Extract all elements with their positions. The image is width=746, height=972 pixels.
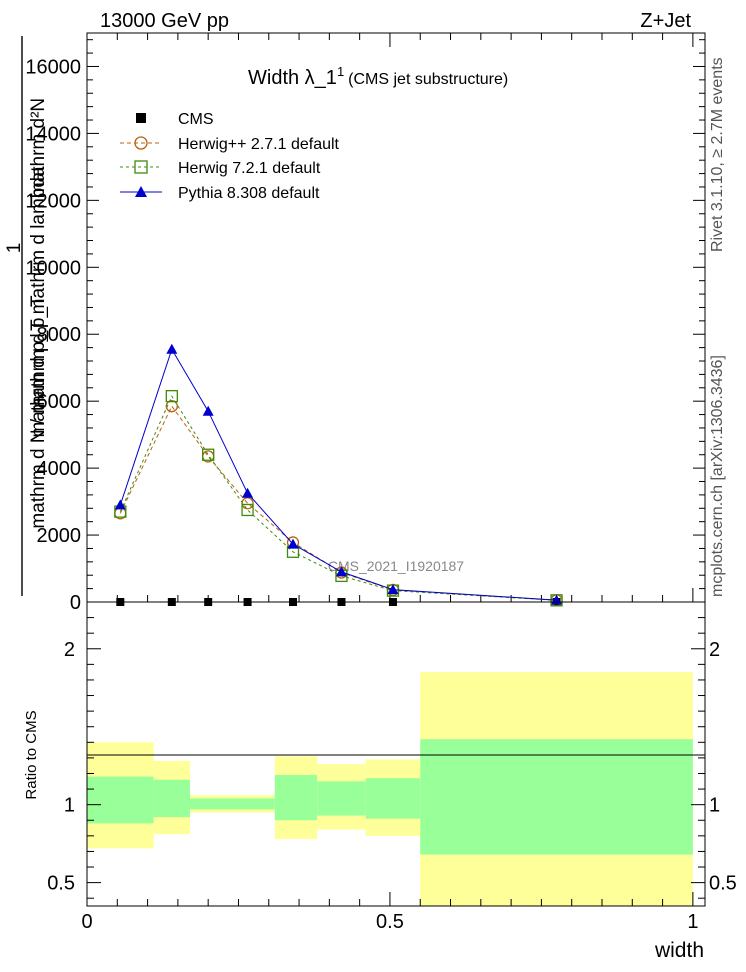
legend-marker — [136, 113, 146, 123]
ratio-x-ticks: 0 0.5 1 — [81, 892, 698, 933]
legend: CMS Herwig++ 2.7.1 default Herwig 7.2.1 de… — [120, 111, 340, 202]
header-right: Z+Jet — [640, 10, 691, 32]
chart-title: Width λ_11 (CMS jet substructure) — [248, 64, 508, 89]
data-point — [202, 448, 215, 461]
mcplots-label: mcplots.cern.ch [arXiv:1306.3436] — [709, 355, 726, 597]
main-y-tick-label: 0 — [70, 592, 81, 614]
main-y-tick-label: 2000 — [37, 525, 82, 547]
y-axis-frac-num: 1 — [4, 243, 25, 254]
data-point — [202, 405, 214, 416]
legend-label: Herwig 7.2.1 default — [178, 160, 321, 177]
legend-label: CMS — [178, 111, 214, 128]
main-y-tick-label: 14000 — [25, 123, 81, 145]
ratio-frame — [86, 601, 706, 907]
rivet-label: Rivet 3.1.10, ≥ 2.7M events — [709, 57, 726, 252]
legend-entry: Herwig 7.2.1 default — [120, 160, 321, 177]
ratio-y-tick-label-right: 2 — [709, 639, 720, 661]
legend-marker — [134, 160, 148, 174]
watermark: CMS_2021_I1920187 — [328, 558, 464, 574]
data-point — [387, 584, 399, 595]
data-point — [335, 566, 347, 577]
ratio-band-inner — [153, 779, 190, 818]
main-y-tick-label: 8000 — [37, 324, 82, 346]
chart-subtitle: (CMS jet substructure) — [348, 71, 508, 88]
data-point — [165, 400, 178, 413]
data-point — [241, 503, 254, 517]
ratio-band-inner — [365, 778, 421, 819]
ratio-panel: 0.5 0.51 12 2 0 0.5 1 Ratio to CMS width — [23, 601, 737, 962]
x-axis-label: width — [654, 939, 704, 962]
ratio-y-tick-label-right: 0.5 — [709, 873, 737, 895]
series-line — [119, 348, 557, 601]
ratio-bands — [87, 672, 693, 906]
main-y-tick-label: 16000 — [25, 56, 81, 78]
ratio-band-inner — [274, 775, 318, 821]
ratio-band-inner — [420, 739, 693, 855]
data-point — [166, 343, 178, 354]
series-line — [119, 405, 557, 601]
header-left: 13000 GeV pp — [100, 10, 229, 32]
legend-entry: Herwig++ 2.7.1 default — [120, 136, 340, 153]
ratio-y-label: Ratio to CMS — [23, 710, 40, 799]
legend-label: Pythia 8.308 default — [178, 185, 320, 202]
y-axis-den: mathrm d p_T mathrm d lambda — [28, 166, 49, 437]
ratio-y-tick-label: 1 — [64, 795, 75, 817]
legend-marker — [134, 136, 148, 150]
main-y-tick-label: 6000 — [37, 391, 82, 413]
ratio-x-tick-label: 0 — [81, 911, 92, 933]
main-y-tick-label: 4000 — [37, 458, 82, 480]
ratio-y-tick-label-right: 1 — [709, 795, 720, 817]
chart-title-main: Width λ_1 — [248, 67, 337, 89]
main-y-tick-label: 12000 — [25, 190, 81, 212]
y-axis-title: 1 mathrm d N / mathrm d p_T mathrm d²N m… — [4, 36, 49, 596]
y-axis-num: mathrm d²N — [28, 98, 49, 198]
legend-label: Herwig++ 2.7.1 default — [178, 136, 340, 153]
data-point — [241, 497, 254, 510]
main-panel: 0 2000 4000 6000 8000 10000 12000 14000 16000 1 … — [4, 32, 706, 614]
data-point — [287, 538, 299, 549]
ratio-y-ticks: 0.5 0.5 1 1 2 2 — [47, 617, 737, 899]
ratio-band-inner — [87, 776, 154, 824]
data-point — [165, 390, 178, 403]
main-y-tick-label: 10000 — [25, 257, 81, 279]
legend-entry: Pythia 8.308 default — [120, 185, 320, 202]
legend-marker — [135, 186, 147, 197]
data-point — [242, 487, 254, 498]
main-y-tick-labels: 0 2000 4000 6000 8000 10000 12000 14000 16000 — [25, 56, 81, 614]
series-line — [119, 395, 557, 601]
data-point — [114, 499, 126, 510]
ratio-y-tick-label: 0.5 — [47, 873, 75, 895]
chart-title-sup: 1 — [337, 64, 344, 79]
ratio-y-tick-label: 2 — [64, 639, 75, 661]
ratio-x-tick-label: 0.5 — [376, 911, 404, 933]
legend-entry: CMS — [136, 111, 214, 128]
ratio-x-tick-label: 1 — [687, 911, 698, 933]
ratio-band-inner — [317, 781, 366, 816]
ratio-band-inner — [190, 798, 275, 810]
y-axis-frac-den: mathrm d N / mathrm d p_T — [28, 295, 49, 529]
main-y-ticks — [87, 39, 705, 603]
